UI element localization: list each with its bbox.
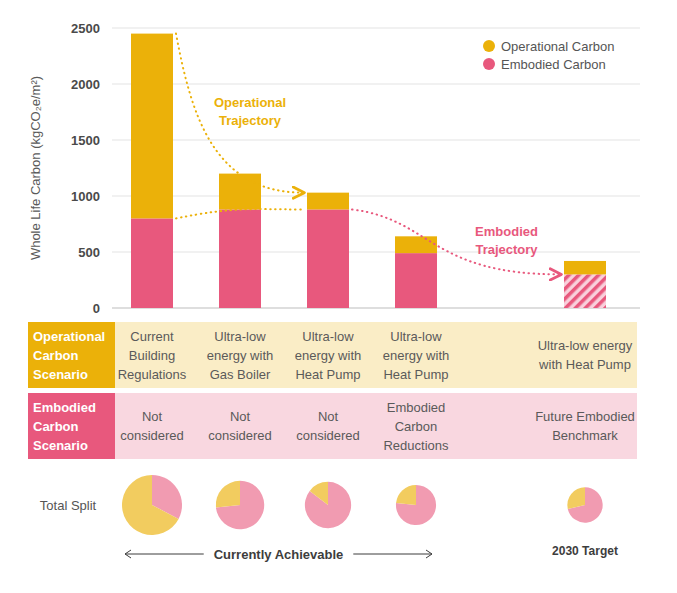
annotation-line: Trajectory (475, 242, 538, 257)
table-cell: Ultra-low energy with Gas Boiler (197, 322, 283, 388)
y-tick-label: 1500 (71, 133, 100, 148)
y-tick-label: 500 (78, 245, 100, 260)
pie-slice (216, 481, 264, 529)
chart-root: 0 500 1000 1500 2000 2500 Whole Life Carbon (k… (0, 0, 677, 593)
y-tick-label: 1000 (71, 189, 100, 204)
operational-trajectory-base (176, 209, 301, 218)
bar (307, 193, 349, 210)
table-cell: Embodied Carbon Reductions (373, 393, 459, 459)
row-header: Embodied Carbon Scenario (28, 393, 115, 459)
y-tick-label: 0 (93, 301, 100, 316)
footer-arrow-head (426, 550, 432, 558)
grid-line (112, 252, 640, 253)
bars (131, 34, 606, 308)
table-cell: Not considered (197, 393, 283, 459)
operational-trajectory (176, 34, 303, 193)
bar (395, 253, 437, 308)
pie-slice (568, 487, 603, 522)
bar (219, 174, 261, 210)
bar (564, 261, 606, 274)
table-cell: Current Building Regulations (109, 322, 195, 388)
annotation-line: Embodied (475, 224, 538, 239)
table-cell: Ultra-low energy with Heat Pump (373, 322, 459, 388)
table-row-bg (115, 393, 637, 459)
footer-label: Currently Achievable (214, 547, 344, 562)
legend-label: Embodied Carbon (501, 57, 606, 72)
grid-line (112, 308, 640, 309)
footer-arrow-line (353, 554, 432, 555)
legend-swatch (483, 58, 495, 70)
footer-arrow-line (125, 554, 204, 555)
bar (131, 34, 173, 219)
table-cell: Future Embodied Benchmark (525, 393, 645, 459)
grid-line (112, 84, 640, 85)
pie-row-label: Total Split (40, 498, 97, 513)
pie-slice (305, 482, 351, 528)
annotation-line: Operational (214, 95, 286, 110)
grid-line (112, 140, 640, 141)
y-axis-label: Whole Life Carbon (kgCO₂e/m²) (28, 76, 43, 260)
grid-line (112, 196, 640, 197)
annotation: Embodied Trajectory (475, 224, 538, 257)
bar (395, 236, 437, 253)
pie-slice (396, 485, 416, 505)
table-cell: Ultra-low energy with Heat Pump (525, 322, 645, 388)
bar (219, 209, 261, 308)
bar (131, 218, 173, 308)
bar (307, 209, 349, 308)
table-cell: Ultra-low energy with Heat Pump (285, 322, 371, 388)
y-tick-label: 2500 (71, 21, 100, 36)
annotation: Operational Trajectory (214, 95, 286, 128)
pie-slice (567, 487, 585, 509)
row-header: Operational Carbon Scenario (28, 322, 115, 388)
pie-slice (122, 475, 179, 535)
table-cell: Not considered (285, 393, 371, 459)
grid-line (112, 28, 640, 29)
footer-label: 2030 Target (552, 544, 618, 558)
chart-svg: 0 500 1000 1500 2000 2500 Whole Life Carbon (k… (0, 0, 677, 593)
y-tick-label: 2000 (71, 77, 100, 92)
table-row-bg (115, 322, 637, 388)
pie-slice (396, 485, 436, 525)
footer-arrow-head (125, 550, 131, 558)
legend-label: Operational Carbon (501, 39, 614, 54)
legend-swatch (483, 40, 495, 52)
table-cell: Not considered (109, 393, 195, 459)
annotation-line: Trajectory (219, 113, 282, 128)
pie-slice (216, 481, 240, 508)
pie-slice (310, 482, 328, 505)
bar (564, 274, 606, 308)
embodied-trajectory (352, 209, 560, 274)
